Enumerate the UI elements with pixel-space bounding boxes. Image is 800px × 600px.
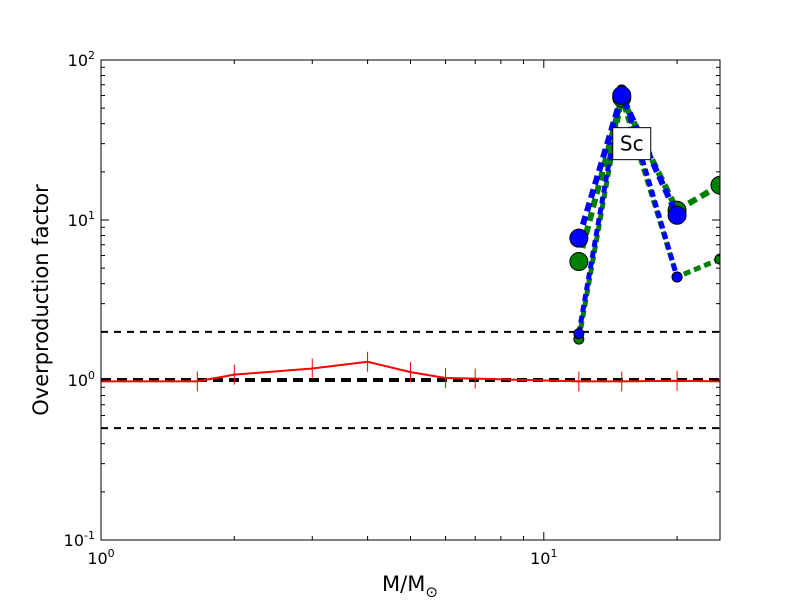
series-4: [569, 85, 687, 248]
y-axis-label: Overproduction factor: [29, 184, 53, 416]
x-tick-label-1: 101: [530, 547, 557, 568]
series-4-point-1: [612, 85, 632, 105]
series-2-point-2: [671, 271, 683, 283]
annotation-box-0: [612, 127, 652, 161]
x-tick-label-0: 100: [87, 547, 114, 568]
series-1-point-3: [714, 253, 720, 265]
y-tick-label-1: 100: [68, 369, 95, 390]
y-tick-label-0: 10-1: [64, 529, 95, 550]
series-1-line: [576, 97, 720, 340]
x-axis-label: M/M⊙: [382, 572, 438, 600]
y-tick-label-2: 101: [68, 209, 95, 230]
series-4-point-0: [569, 228, 589, 248]
series-2-point-0: [573, 328, 585, 340]
annotation-text-0: Sc: [620, 132, 644, 156]
y-tick-label-3: 102: [68, 49, 95, 70]
series-3-point-3: [710, 175, 720, 195]
series-3-point-0: [569, 252, 589, 272]
series-0-line: [101, 360, 720, 383]
series-4-point-2: [667, 205, 687, 225]
series-0: [101, 351, 720, 392]
